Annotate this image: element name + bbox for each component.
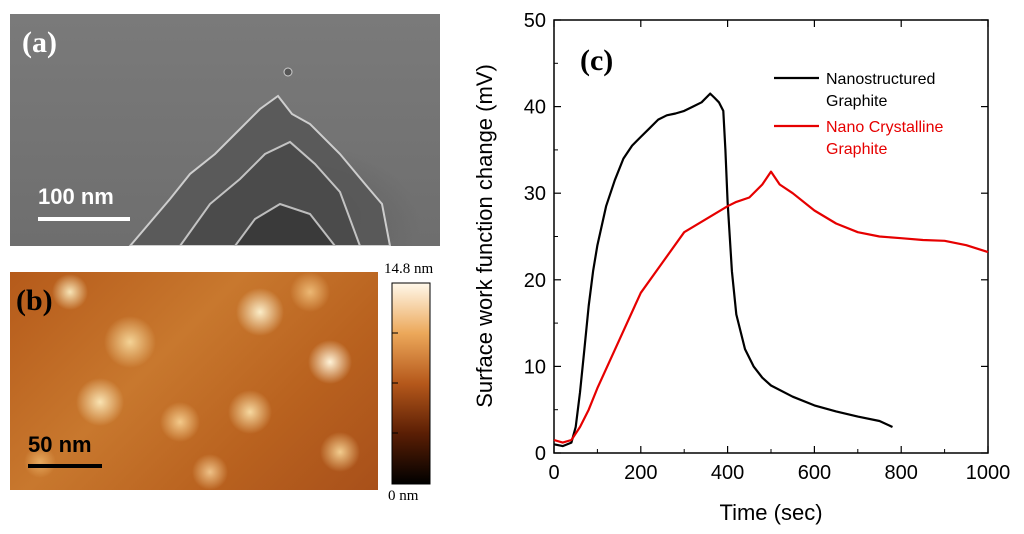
panel-a-scale-text: 100 nm [38, 184, 114, 209]
chart-panel-label: (c) [580, 44, 613, 77]
panel-a-scale-bar [38, 217, 130, 221]
y-axis: 0 10 20 30 40 50 [524, 10, 988, 465]
legend-label-1: Graphite [826, 93, 887, 110]
y-tick-label: 0 [535, 443, 546, 465]
y-tick-label: 10 [524, 356, 546, 378]
y-tick-label: 20 [524, 270, 546, 292]
legend-label-2: Graphite [826, 141, 887, 158]
x-tick-label: 0 [548, 462, 559, 484]
work-function-chart: 0 10 20 30 40 50 0 200 400 600 800 1000 (c) Time (… [472, 10, 1010, 525]
y-axis-label: Surface work function change (mV) [472, 64, 497, 408]
series-line-2 [553, 170, 989, 444]
afm-colorbar [391, 282, 431, 485]
colorbar-min-label: 0 nm [388, 488, 419, 504]
legend-label-1: Nanostructured [826, 71, 935, 88]
x-axis: 0 200 400 600 800 1000 [548, 20, 1010, 484]
panel-b-label: (b) [16, 284, 53, 317]
tem-image-panel: (a) 100 nm [10, 14, 440, 246]
legend-label-2: Nano Crystalline [826, 119, 943, 136]
x-tick-label: 1000 [966, 462, 1011, 484]
chart-legend: Nanostructured Graphite Nano Crystalline Gr… [774, 71, 943, 158]
x-tick-label: 800 [885, 462, 918, 484]
x-axis-label: Time (sec) [719, 500, 822, 525]
y-tick-label: 30 [524, 183, 546, 205]
colorbar-max-label: 14.8 nm [384, 261, 434, 277]
x-tick-label: 400 [711, 462, 744, 484]
graphite-flake-shape [128, 67, 392, 246]
x-tick-label: 200 [624, 462, 657, 484]
panel-b-scale-text: 50 nm [28, 432, 92, 457]
y-tick-label: 40 [524, 97, 546, 119]
series-line-1 [553, 92, 893, 448]
colorbar-gradient [391, 282, 431, 485]
series-layer [553, 92, 989, 448]
panel-b-scale-bar [28, 464, 102, 468]
afm-image-panel: (b) 50 nm [10, 272, 378, 490]
x-tick-label: 600 [798, 462, 831, 484]
y-tick-label: 50 [524, 10, 546, 32]
panel-a-label: (a) [22, 26, 57, 59]
